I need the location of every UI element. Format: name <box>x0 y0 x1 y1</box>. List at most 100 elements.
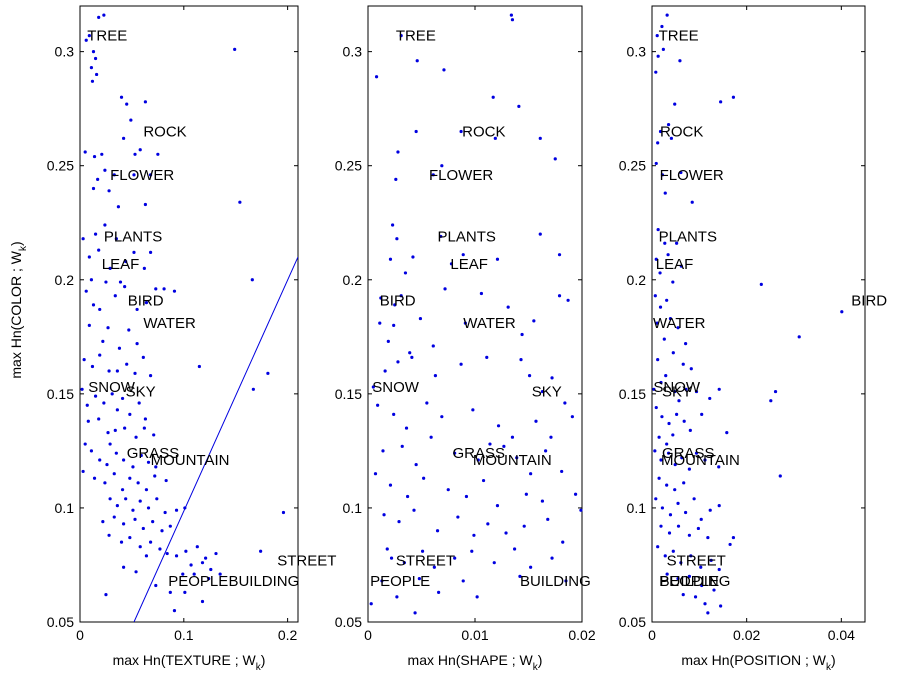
data-point <box>671 280 675 284</box>
data-point <box>706 611 710 615</box>
data-point <box>108 497 112 501</box>
data-point <box>663 191 667 195</box>
data-point <box>703 602 707 606</box>
data-point <box>694 389 699 394</box>
data-point <box>703 458 707 462</box>
data-point <box>524 492 528 496</box>
data-point <box>425 401 429 405</box>
point-label: WATER <box>143 315 196 332</box>
data-point <box>91 186 96 191</box>
data-point <box>90 79 95 83</box>
data-point <box>373 472 378 476</box>
data-point <box>510 18 515 22</box>
data-point <box>708 508 712 512</box>
point-label: BIRD <box>851 292 887 309</box>
data-point <box>395 237 399 241</box>
data-point <box>146 460 151 464</box>
data-point <box>104 593 108 597</box>
data-point <box>394 177 398 181</box>
data-point <box>422 476 426 480</box>
point-label: SNOW <box>88 379 136 396</box>
data-point <box>659 458 663 462</box>
data-point <box>137 401 141 405</box>
y-tick-label: 0.2 <box>55 272 75 288</box>
data-point <box>112 472 116 476</box>
data-point <box>183 590 187 594</box>
point-label: GRASS <box>453 445 506 462</box>
reference-line <box>133 256 298 622</box>
point-label: PEOPLE <box>168 573 228 590</box>
data-point <box>116 205 121 209</box>
data-point <box>493 136 497 140</box>
y-tick-label: 0.15 <box>619 386 646 402</box>
y-tick-label: 0.15 <box>335 386 362 402</box>
data-point <box>98 307 102 312</box>
data-point <box>83 442 87 446</box>
data-point <box>518 574 522 578</box>
data-point <box>110 392 114 396</box>
data-point <box>184 549 188 553</box>
data-point <box>675 412 679 416</box>
data-point <box>132 250 136 254</box>
data-point <box>769 399 773 403</box>
data-point <box>684 387 688 391</box>
data-point <box>677 399 681 403</box>
point-label: PLANTS <box>659 228 717 245</box>
data-point <box>143 100 147 104</box>
data-point <box>152 433 156 437</box>
x-tick-label: 0 <box>648 627 656 643</box>
data-point <box>174 554 179 558</box>
data-point <box>404 426 409 430</box>
data-point <box>459 129 463 134</box>
y-tick-label: 0.2 <box>627 272 647 288</box>
data-point <box>667 531 672 535</box>
data-point <box>399 294 403 298</box>
data-point <box>669 136 674 140</box>
data-point <box>381 449 385 453</box>
data-point <box>439 234 443 239</box>
data-point <box>420 549 425 553</box>
data-point <box>405 494 410 499</box>
data-point <box>86 419 90 423</box>
point-label: MOUNTAIN <box>151 452 230 469</box>
data-point <box>502 444 506 448</box>
data-point <box>654 257 658 261</box>
point-label: PLANTS <box>438 228 496 245</box>
point-label: STREET <box>396 552 455 569</box>
data-point <box>135 342 139 346</box>
data-point <box>238 200 242 204</box>
data-point <box>435 529 440 533</box>
x-axis-label-close: ) <box>831 652 836 668</box>
data-point <box>143 202 147 207</box>
data-point <box>158 547 162 551</box>
data-point <box>504 531 508 535</box>
data-point <box>709 558 713 563</box>
data-point <box>154 287 158 291</box>
data-point <box>654 70 658 74</box>
data-point <box>664 374 668 378</box>
point-label: FLOWER <box>660 167 724 184</box>
point-label: LEAF <box>656 256 694 273</box>
data-point <box>495 504 500 508</box>
data-point <box>433 374 438 378</box>
data-point <box>773 389 778 394</box>
data-point <box>512 547 517 551</box>
data-point <box>144 488 149 492</box>
x-axis-label-close: ) <box>261 652 266 668</box>
data-point <box>488 442 492 446</box>
data-point <box>656 54 660 58</box>
data-point <box>700 412 704 416</box>
data-point <box>214 551 218 556</box>
data-point <box>676 524 681 528</box>
data-point <box>112 173 116 177</box>
data-point <box>654 497 658 501</box>
data-point <box>515 456 519 460</box>
data-point <box>385 547 389 551</box>
data-point <box>142 426 146 430</box>
data-point <box>491 95 495 99</box>
data-point <box>200 561 205 565</box>
y-tick-label: 0.1 <box>55 500 75 516</box>
data-point <box>660 173 665 177</box>
data-point <box>87 323 91 328</box>
data-point <box>684 342 688 346</box>
